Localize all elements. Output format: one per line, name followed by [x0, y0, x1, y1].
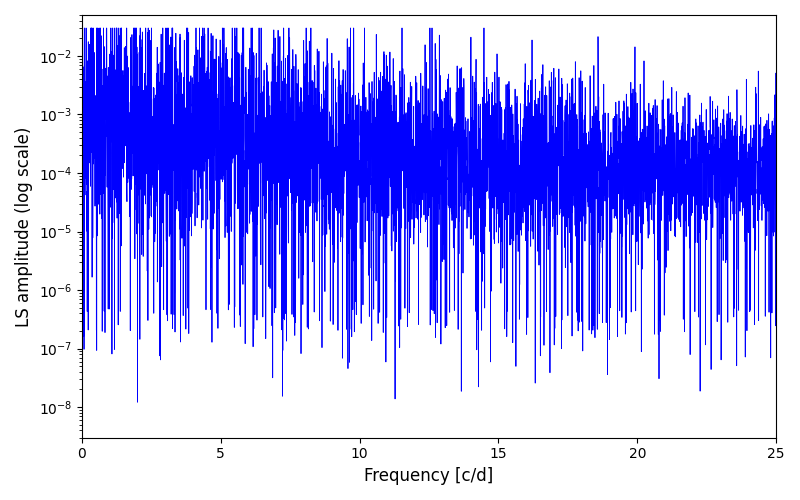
- Y-axis label: LS amplitude (log scale): LS amplitude (log scale): [15, 126, 33, 326]
- X-axis label: Frequency [c/d]: Frequency [c/d]: [364, 467, 494, 485]
